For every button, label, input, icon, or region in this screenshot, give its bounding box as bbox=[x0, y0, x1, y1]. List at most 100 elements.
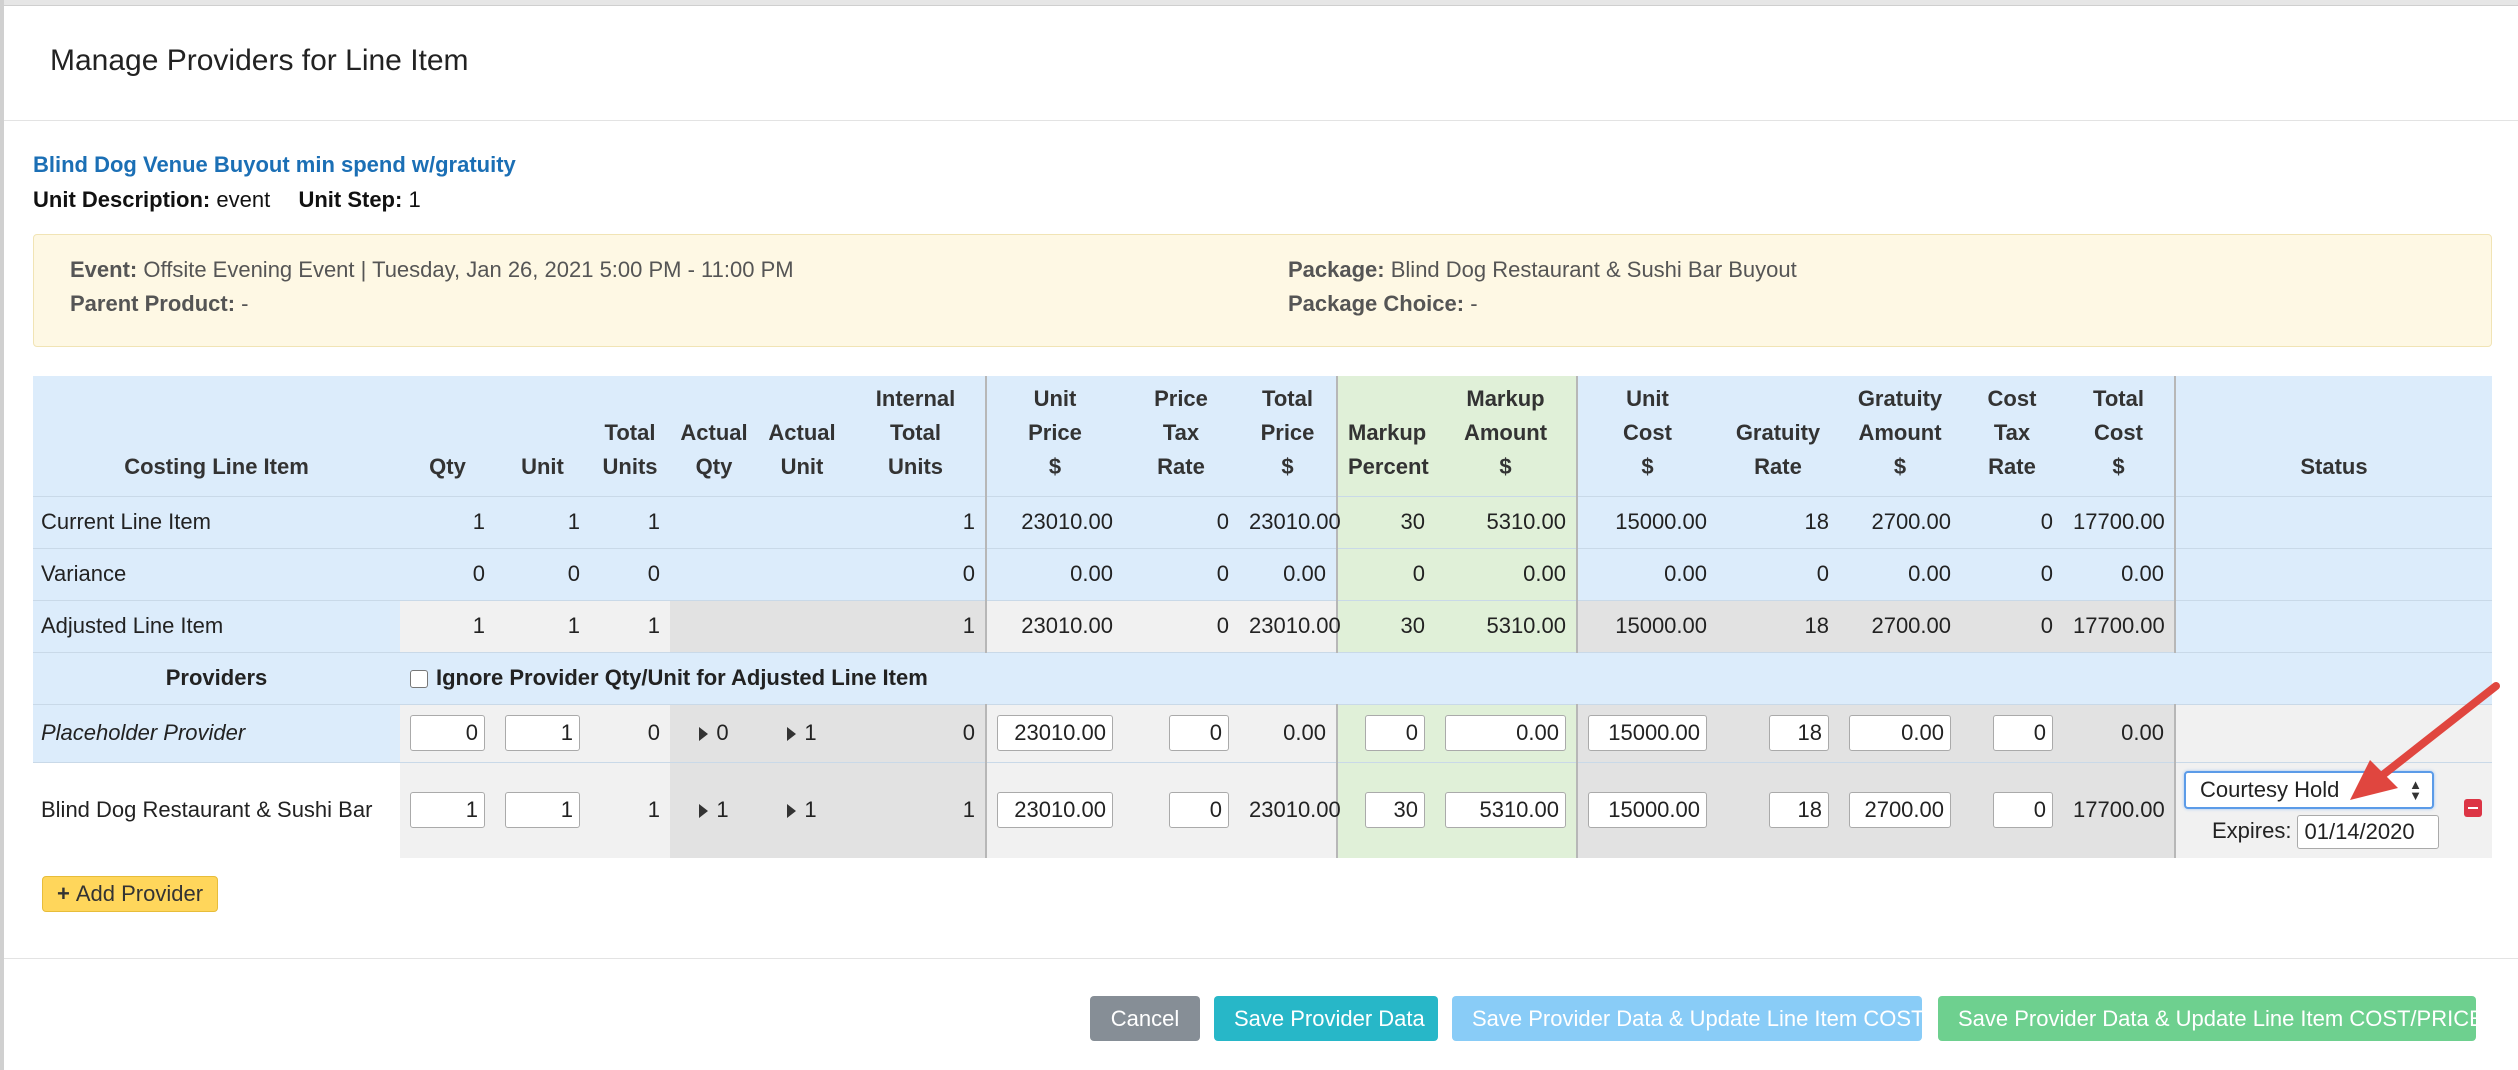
event-line: Event: Offsite Evening Event | Tuesday, … bbox=[70, 257, 794, 283]
caret-right-icon bbox=[699, 804, 709, 819]
col-total-price: Total Price $ bbox=[1239, 376, 1337, 496]
cell-total-cost: 17700.00 bbox=[2063, 599, 2175, 652]
cell-total-price: 0.00 bbox=[1239, 547, 1337, 600]
cell-gratuity-rate bbox=[1717, 761, 1839, 858]
table-row-current: Current Line Item 1 1 1 1 23010.00 0 230… bbox=[33, 495, 2492, 548]
markup-amt-input[interactable] bbox=[1445, 792, 1566, 829]
cell-cost-tax bbox=[1961, 761, 2063, 858]
table-row-adjusted: Adjusted Line Item 1 1 1 1 23010.00 0 23… bbox=[33, 599, 2492, 652]
cell-markup-amt: 0.00 bbox=[1435, 547, 1577, 600]
unit-input[interactable] bbox=[505, 792, 580, 829]
unit-price-input[interactable] bbox=[997, 792, 1113, 829]
cell-actual-qty bbox=[670, 599, 758, 652]
col-status: Status bbox=[2174, 376, 2492, 496]
remove-provider-icon[interactable] bbox=[2464, 798, 2482, 817]
providers-label: Providers bbox=[33, 651, 400, 704]
gratuity-amt-input[interactable] bbox=[1849, 715, 1951, 751]
cell-price-tax: 0 bbox=[1123, 547, 1239, 600]
cancel-button[interactable]: Cancel bbox=[1090, 996, 1200, 1041]
expires-row: Expires: 01/14/2020 bbox=[2184, 815, 2482, 850]
cell-unit-cost bbox=[1576, 703, 1717, 762]
unit-cost-input[interactable] bbox=[1588, 715, 1707, 751]
cell-price-tax: 0 bbox=[1123, 495, 1239, 548]
cell-actual-unit[interactable]: 1 bbox=[758, 703, 846, 762]
ignore-qty-unit-option: Ignore Provider Qty/Unit for Adjusted Li… bbox=[400, 651, 2492, 704]
row-name: Variance bbox=[33, 547, 400, 600]
ignore-qty-unit-checkbox[interactable] bbox=[410, 670, 428, 689]
save-update-cost-button[interactable]: Save Provider Data & Update Line Item CO… bbox=[1452, 996, 1924, 1041]
package-choice-line: Package Choice: - bbox=[1288, 291, 1478, 317]
col-total-units: Total Units bbox=[590, 376, 670, 496]
col-actual-unit: Actual Unit bbox=[758, 376, 846, 496]
cell-actual-unit[interactable]: 1 bbox=[758, 761, 846, 858]
price-tax-input[interactable] bbox=[1169, 792, 1229, 829]
cell-unit: 1 bbox=[495, 599, 590, 652]
expires-date-input[interactable]: 01/14/2020 bbox=[2297, 815, 2440, 850]
cell-unit-cost: 0.00 bbox=[1576, 547, 1717, 600]
markup-pct-input[interactable] bbox=[1365, 715, 1425, 751]
cell-qty: 0 bbox=[400, 547, 495, 600]
markup-amt-input[interactable] bbox=[1445, 715, 1566, 751]
cell-cost-tax: 0 bbox=[1961, 495, 2063, 548]
cell-actual-qty[interactable]: 0 bbox=[670, 703, 758, 762]
cell-gratuity-amt: 0.00 bbox=[1839, 547, 1961, 600]
modal-header: Manage Providers for Line Item bbox=[4, 6, 2518, 121]
cell-qty: 1 bbox=[400, 599, 495, 652]
col-gratuity-amount: Gratuity Amount $ bbox=[1839, 376, 1961, 496]
cost-tax-input[interactable] bbox=[1993, 715, 2053, 751]
table-row-providers-header: Providers Ignore Provider Qty/Unit for A… bbox=[33, 651, 2492, 704]
cell-markup-pct: 0 bbox=[1336, 547, 1435, 600]
unit-cost-input[interactable] bbox=[1588, 792, 1707, 829]
status-select[interactable]: Courtesy Hold ▲ ▼ bbox=[2184, 771, 2434, 810]
cell-total-units: 1 bbox=[590, 495, 670, 548]
cell-actual-qty bbox=[670, 495, 758, 548]
cell-internal: 0 bbox=[846, 547, 986, 600]
table-row-blind-dog-provider: Blind Dog Restaurant & Sushi Bar 1 1 1 1… bbox=[33, 761, 2492, 858]
col-actual-qty: Actual Qty bbox=[670, 376, 758, 496]
qty-input[interactable] bbox=[410, 715, 485, 751]
row-name: Adjusted Line Item bbox=[33, 599, 400, 652]
gratuity-amt-input[interactable] bbox=[1849, 792, 1951, 829]
save-provider-data-button[interactable]: Save Provider Data bbox=[1214, 996, 1438, 1041]
cell-total-cost: 17700.00 bbox=[2063, 761, 2175, 858]
unit-step-value: 1 bbox=[408, 187, 421, 212]
cell-status bbox=[2174, 495, 2492, 548]
cell-actual-unit bbox=[758, 547, 846, 600]
gratuity-rate-input[interactable] bbox=[1769, 715, 1829, 751]
modal-edge bbox=[0, 0, 4, 1070]
unit-price-input[interactable] bbox=[997, 715, 1113, 751]
table-row-variance: Variance 0 0 0 0 0.00 0 0.00 0 0.00 0.00… bbox=[33, 547, 2492, 600]
unit-step-label: Unit Step: bbox=[298, 187, 403, 212]
table-header-row: Costing Line Item Qty Unit Total Units Ac… bbox=[33, 376, 2492, 496]
modal-title: Manage Providers for Line Item bbox=[50, 44, 469, 77]
package-label: Package: bbox=[1288, 257, 1385, 282]
gratuity-rate-input[interactable] bbox=[1769, 792, 1829, 829]
col-internal-total-units: Internal Total Units bbox=[846, 376, 986, 496]
price-tax-input[interactable] bbox=[1169, 715, 1229, 751]
cell-price-tax: 0 bbox=[1123, 599, 1239, 652]
product-name-link[interactable]: Blind Dog Venue Buyout min spend w/gratu… bbox=[33, 152, 516, 177]
cell-total-cost: 0.00 bbox=[2063, 547, 2175, 600]
expires-label: Expires: bbox=[2212, 818, 2292, 844]
cell-qty: 1 bbox=[400, 495, 495, 548]
unit-input[interactable] bbox=[505, 715, 580, 751]
caret-right-icon bbox=[699, 727, 709, 742]
col-gratuity-rate: Gratuity Rate bbox=[1717, 376, 1839, 496]
cell-qty bbox=[400, 703, 495, 762]
markup-pct-input[interactable] bbox=[1365, 792, 1425, 829]
event-label: Event: bbox=[70, 257, 138, 282]
cell-internal: 1 bbox=[846, 761, 986, 858]
background-strip bbox=[0, 0, 2518, 6]
status-select-value: Courtesy Hold bbox=[2200, 777, 2340, 803]
qty-input[interactable] bbox=[410, 792, 485, 829]
col-price-tax-rate: Price Tax Rate bbox=[1123, 376, 1239, 496]
cost-tax-input[interactable] bbox=[1993, 792, 2053, 829]
col-costing-line-item: Costing Line Item bbox=[33, 376, 400, 496]
costing-table-wrap: Costing Line Item Qty Unit Total Units Ac… bbox=[33, 376, 2492, 860]
cell-actual-qty[interactable]: 1 bbox=[670, 761, 758, 858]
save-update-cost-price-button[interactable]: Save Provider Data & Update Line Item CO… bbox=[1938, 996, 2484, 1041]
cell-total-units: 0 bbox=[590, 547, 670, 600]
col-cost-tax-rate: Cost Tax Rate bbox=[1961, 376, 2063, 496]
add-provider-button[interactable]: + Add Provider bbox=[42, 876, 219, 912]
cell-unit-price: 0.00 bbox=[985, 547, 1123, 600]
